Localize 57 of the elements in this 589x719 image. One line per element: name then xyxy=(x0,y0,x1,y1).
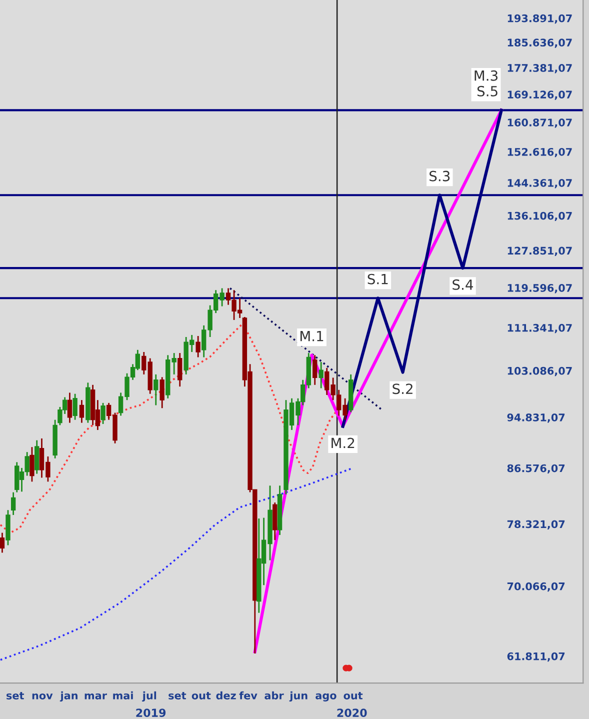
y-tick-label: 169.126,07 xyxy=(508,90,572,100)
y-tick-label: 127.851,07 xyxy=(508,246,572,256)
y-tick-label: 119.596,07 xyxy=(508,284,572,294)
x-tick-label: abr xyxy=(264,691,284,700)
x-tick-label: jan xyxy=(60,691,78,702)
y-tick-label: 94.831,07 xyxy=(507,414,565,423)
annotation: M.2 xyxy=(332,438,354,448)
line-series xyxy=(0,467,354,661)
y-tick-label: 152.616,07 xyxy=(508,148,572,158)
x-tick-label: nov xyxy=(32,693,53,700)
y-tick-label: 86.576,07 xyxy=(507,464,565,474)
candlestick xyxy=(100,402,106,425)
annotation: M.1 xyxy=(300,331,324,342)
candlestick xyxy=(30,446,34,482)
candlestick xyxy=(178,352,182,388)
text: 2020 xyxy=(337,708,367,718)
candlestick xyxy=(0,532,5,554)
y-tick-label: 103.086,07 xyxy=(508,366,572,376)
candlestick xyxy=(67,392,72,424)
candlestick xyxy=(196,335,200,358)
y-tick-label: 136.106,07 xyxy=(508,212,572,222)
x-tick-label: mar xyxy=(84,693,107,700)
annotation: S.2 xyxy=(392,384,412,394)
candlestick xyxy=(10,492,16,516)
candlestick xyxy=(318,361,324,389)
candlestick xyxy=(142,351,146,376)
candlestick xyxy=(160,376,164,409)
y-tick-label: 144.361,07 xyxy=(508,178,572,188)
x-tick-label: ago xyxy=(316,693,336,702)
annotation: M.3 xyxy=(474,70,498,81)
y-tick-label: 61.811,07 xyxy=(507,652,565,662)
annotation: S.3 xyxy=(430,170,450,182)
x-tick-label: out xyxy=(344,692,363,700)
x-tick-label: set xyxy=(6,692,24,700)
y-tick-label: 111.341,07 xyxy=(508,324,572,334)
annotation: S.4 xyxy=(452,279,474,290)
x-tick-label: out xyxy=(192,692,211,700)
candlestick xyxy=(34,440,40,474)
x-tick-label: set xyxy=(168,692,186,700)
candlestick xyxy=(79,399,84,424)
y-tick-label: 70.066,07 xyxy=(507,582,565,592)
candlestick xyxy=(154,374,158,406)
y-tick-label: 177.381,07 xyxy=(508,64,572,74)
candlestick xyxy=(312,354,318,386)
y-tick-label: 78.321,07 xyxy=(507,520,565,530)
x-tick-label: dez xyxy=(216,691,236,700)
annotation: S.1 xyxy=(368,274,388,284)
x-tick-label: fev xyxy=(239,691,258,700)
y-tick-label: 185.636,07 xyxy=(508,38,572,48)
y-tick-label: 193.891,07 xyxy=(508,14,572,24)
candlestick xyxy=(72,393,78,421)
x-tick-label: jul xyxy=(142,691,156,702)
x-tick-label: jun xyxy=(289,691,308,702)
text: 2019 xyxy=(136,708,166,718)
x-tick-label: mai xyxy=(113,691,133,700)
y-tick-label: 160.871,07 xyxy=(508,118,572,128)
annotation: S.5 xyxy=(477,86,498,96)
